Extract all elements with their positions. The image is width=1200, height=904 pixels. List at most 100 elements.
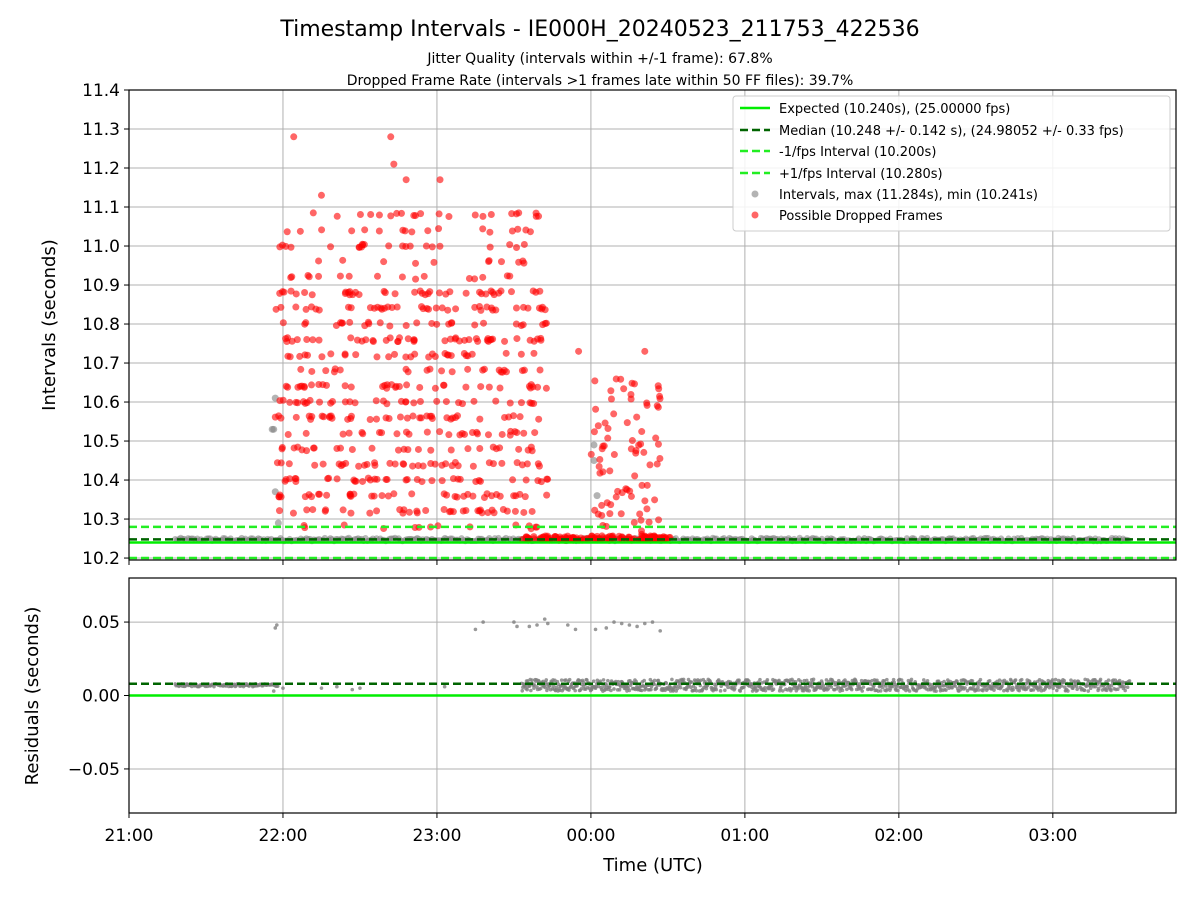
dropped-frame-point (399, 460, 407, 468)
dropped-frame-point (360, 241, 368, 249)
dropped-frame-point (508, 227, 516, 235)
dropped-frame-point (479, 225, 487, 233)
dropped-frame-point (312, 305, 320, 313)
x-axis-label: Time (UTC) (602, 855, 703, 876)
dropped-frame-point (520, 240, 528, 248)
dropped-frame-point (421, 291, 429, 299)
dropped-frame-point (458, 400, 466, 408)
residual-point (829, 685, 834, 689)
residual-point (796, 686, 800, 691)
dropped-frame-point (322, 367, 330, 375)
dropped-frame-point (501, 413, 509, 421)
residual-point (963, 686, 967, 690)
dropped-frame-point (378, 429, 386, 437)
dropped-frame-point (517, 350, 525, 358)
dropped-frame-point (518, 367, 526, 375)
residual-point (723, 688, 727, 693)
dropped-frame-point (348, 227, 356, 235)
dropped-frame-point (654, 440, 662, 448)
residual-point (559, 678, 564, 682)
dropped-frame-point (524, 304, 532, 312)
dropped-frame-point (485, 257, 493, 265)
dropped-frame-point (347, 415, 355, 423)
dropped-frame-point (346, 398, 354, 406)
dropped-frame-point (534, 460, 542, 468)
dropped-frame-point (375, 211, 383, 219)
dropped-frame-point (443, 491, 451, 499)
residual-point (758, 677, 762, 682)
dropped-frame-point (452, 305, 460, 313)
dropped-frame-point (430, 258, 438, 266)
dropped-frame-point (408, 228, 416, 236)
dropped-frame-point (372, 397, 380, 405)
dropped-frame-point (509, 476, 517, 484)
dropped-frame-point (404, 335, 412, 343)
dropped-frame-point (396, 334, 404, 342)
dropped-frame-point (284, 352, 292, 360)
dropped-frame-point (662, 535, 670, 543)
dropped-frame-point (459, 507, 467, 515)
dropped-frame-point (603, 499, 611, 507)
residual-point (907, 689, 912, 693)
dropped-frame-point (278, 241, 286, 249)
dropped-frame-point (382, 414, 390, 422)
dropped-frame-point (383, 400, 391, 408)
dropped-frame-point (636, 510, 644, 518)
residual-point (546, 621, 550, 626)
dropped-frame-point (479, 212, 487, 220)
residual-point (807, 688, 812, 693)
dropped-frame-point (380, 258, 388, 266)
dropped-frame-point (592, 405, 600, 413)
residual-point (779, 684, 783, 689)
dropped-frame-point (484, 431, 492, 439)
dropped-frame-point (301, 289, 309, 297)
dropped-frame-point (655, 516, 663, 524)
dropped-frame-point (487, 210, 495, 218)
residual-point (987, 679, 992, 683)
dropped-frame-point (378, 492, 386, 500)
dropped-frame-point (436, 242, 444, 250)
dropped-frame-point (428, 319, 436, 327)
dropped-frame-point (588, 532, 596, 540)
dropped-frame-point (387, 133, 395, 141)
dropped-frame-point (653, 402, 661, 410)
dropped-frame-point (428, 350, 436, 358)
residual-point (1013, 678, 1018, 682)
residual-point (335, 684, 339, 689)
residuals-y-tick-label: −0.05 (68, 760, 120, 780)
residual-point (525, 687, 529, 692)
dropped-frame-point (309, 209, 317, 217)
dropped-frame-point (414, 445, 422, 453)
residual-point (970, 679, 975, 683)
dropped-frame-point (375, 227, 383, 235)
dropped-frame-point (497, 287, 505, 295)
residual-point (821, 683, 826, 688)
dropped-frame-point (390, 160, 398, 168)
dropped-frame-point (575, 347, 583, 355)
dropped-frame-point (617, 510, 625, 518)
dropped-frame-point (480, 319, 488, 327)
x-tick-label: 03:00 (1028, 826, 1077, 846)
dropped-frame-point (517, 399, 525, 407)
residual-point (755, 688, 760, 692)
dropped-frame-point (393, 209, 401, 217)
dropped-frame-point (465, 336, 473, 344)
dropped-frame-point (316, 398, 324, 406)
dropped-frame-point (427, 446, 435, 454)
dropped-frame-point (622, 485, 630, 493)
dropped-frame-point (498, 459, 506, 467)
residual-point (481, 620, 485, 624)
residual-point (976, 688, 981, 692)
residuals-reference-lines (129, 682, 1176, 697)
dropped-frame-point (412, 275, 420, 283)
dropped-frame-point (355, 462, 363, 470)
dropped-frame-point (373, 475, 381, 483)
dropped-frame-point (390, 490, 398, 498)
dropped-frame-point (358, 428, 366, 436)
dropped-frame-point (423, 412, 431, 420)
dropped-frame-point (380, 287, 388, 295)
dropped-frame-point (498, 430, 506, 438)
dropped-frame-point (326, 413, 334, 421)
residual-point (713, 685, 718, 689)
